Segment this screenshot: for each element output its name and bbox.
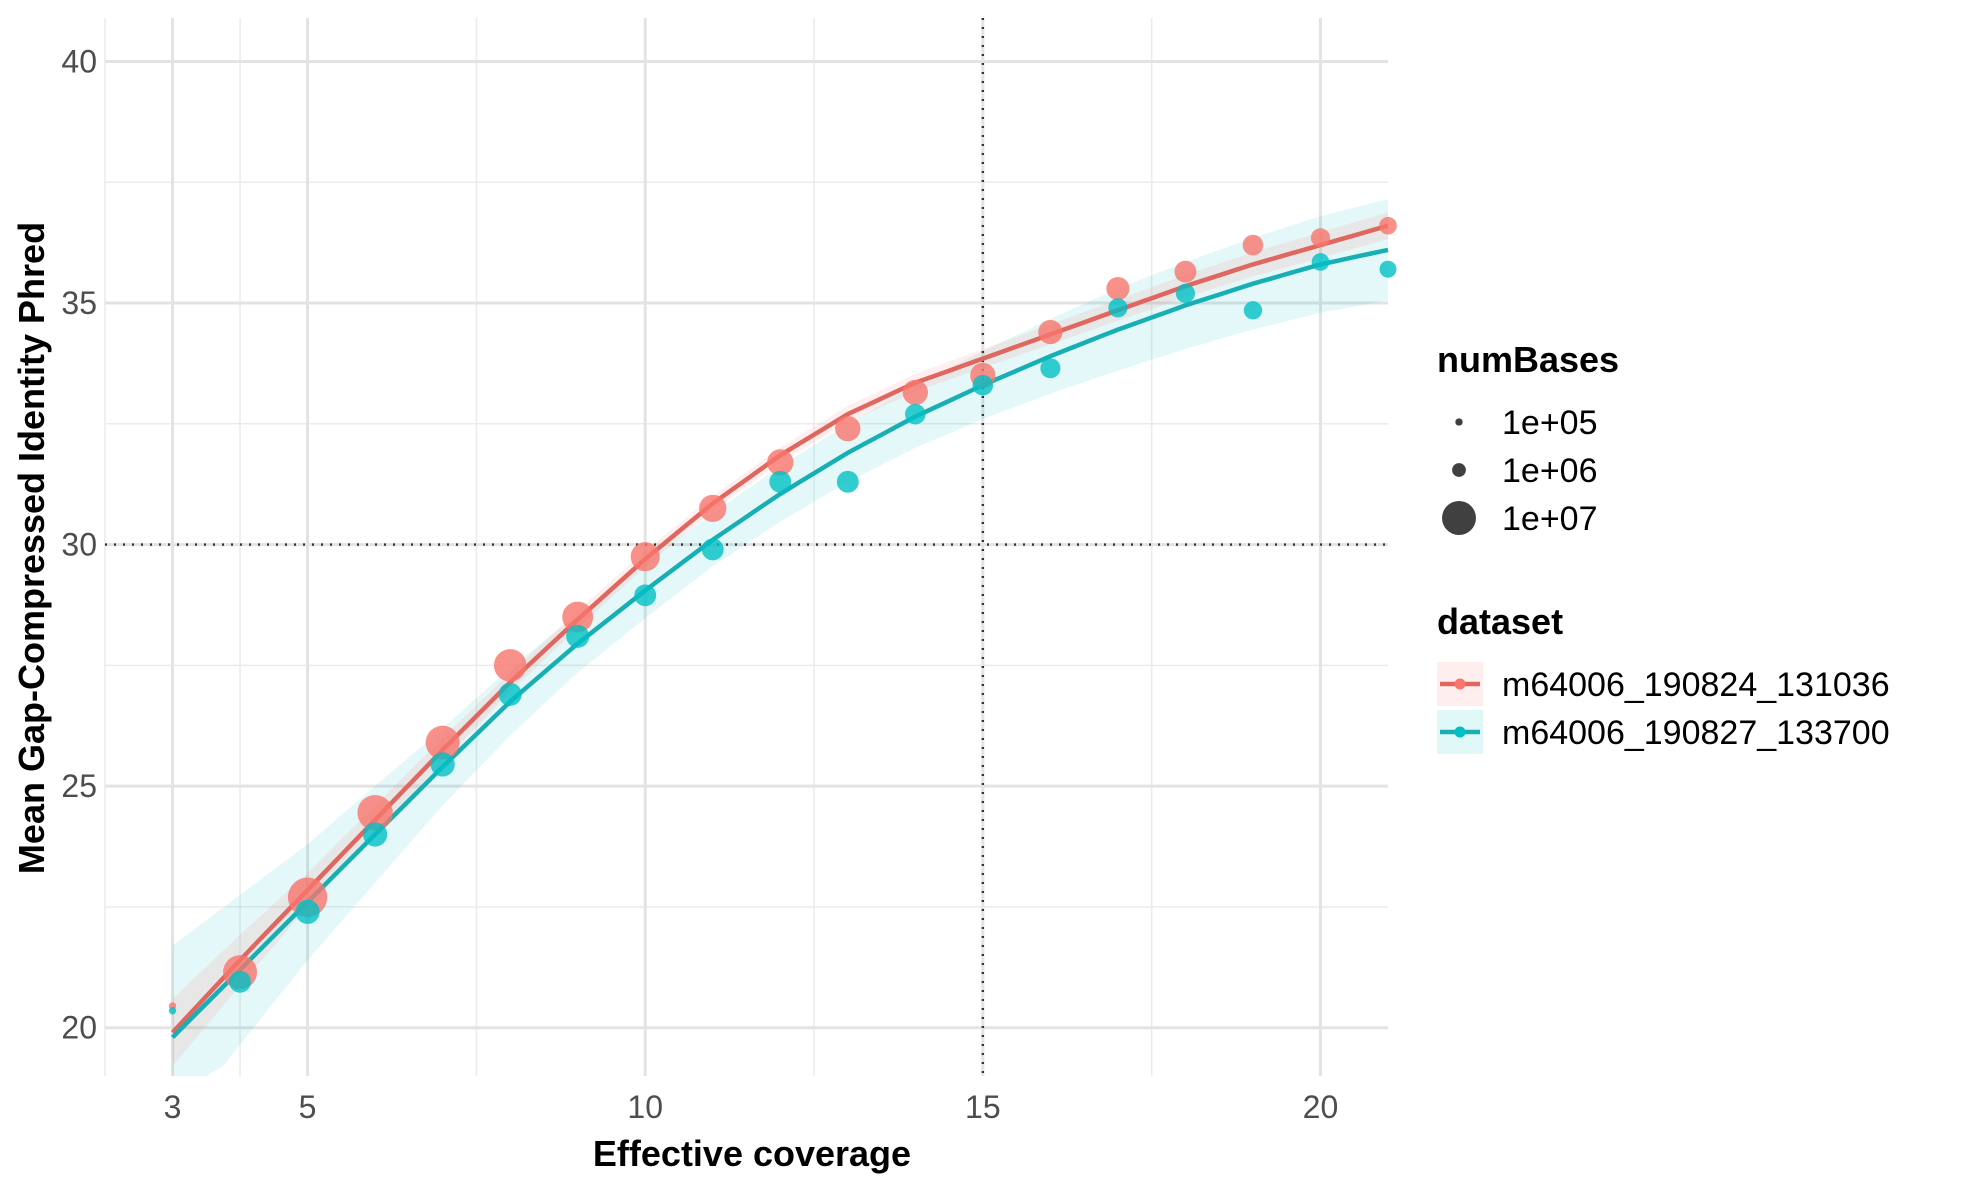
size-legend-key: [1442, 501, 1476, 535]
fit-line-m64006_190824_131036: [170, 223, 1389, 1035]
data-point-m64006_190824_131036: [1038, 319, 1063, 345]
data-point-m64006_190824_131036: [767, 449, 794, 476]
data-point-m64006_190827_133700: [362, 822, 388, 847]
data-point-m64006_190827_133700: [1040, 358, 1061, 379]
color-legend-point-key: [1454, 678, 1466, 690]
size-legend-label: 1e+07: [1502, 500, 1598, 538]
y-tick-label: 25: [61, 768, 97, 804]
x-tick-label: 10: [627, 1089, 663, 1125]
size-legend-key: [1452, 463, 1466, 477]
confidence-bands: [172, 199, 1388, 1076]
data-point-m64006_190827_133700: [229, 970, 252, 993]
size-legend-label: 1e+05: [1502, 404, 1598, 442]
color-legend-label: m64006_190824_131036: [1502, 666, 1890, 704]
data-point-m64006_190827_133700: [168, 1007, 177, 1015]
data-point-m64006_190824_131036: [835, 415, 861, 442]
data-point-m64006_190827_133700: [1108, 298, 1128, 318]
data-point-m64006_190824_131036: [699, 494, 727, 523]
data-point-m64006_190824_131036: [493, 649, 527, 682]
data-point-m64006_190827_133700: [836, 470, 859, 493]
y-tick-label: 35: [61, 285, 97, 321]
x-axis-title: Effective coverage: [593, 1133, 911, 1174]
data-point-m64006_190824_131036: [1106, 276, 1130, 301]
size-legend-key: [1455, 418, 1463, 426]
data-point-m64006_190827_133700: [1175, 283, 1196, 303]
data-points: [168, 216, 1397, 1015]
color-legend-point-key: [1454, 726, 1466, 738]
color-legend-title: dataset: [1437, 601, 1563, 642]
data-point-m64006_190824_131036: [425, 725, 460, 760]
y-tick-label: 40: [61, 43, 97, 79]
data-point-m64006_190824_131036: [1242, 234, 1264, 256]
data-point-m64006_190824_131036: [357, 794, 393, 831]
data-point-m64006_190827_133700: [634, 584, 657, 607]
data-point-m64006_190827_133700: [1243, 301, 1263, 320]
size-legend: numBases 1e+05 1e+06 1e+07: [1437, 339, 1619, 538]
y-axis-title: Mean Gap-Compressed Identity Phred: [11, 222, 52, 874]
color-legend-label: m64006_190827_133700: [1502, 714, 1890, 752]
data-point-m64006_190827_133700: [498, 682, 522, 706]
x-tick-label: 3: [164, 1089, 182, 1125]
data-point-m64006_190827_133700: [566, 624, 590, 648]
data-point-m64006_190827_133700: [701, 538, 724, 561]
data-point-m64006_190827_133700: [1311, 253, 1330, 271]
x-axis-ticks: 3 5 10 15 20: [164, 1089, 1339, 1125]
x-tick-label: 5: [299, 1089, 317, 1125]
data-point-m64006_190827_133700: [905, 403, 926, 425]
major-gridlines: [105, 18, 1388, 1076]
data-point-m64006_190824_131036: [1174, 260, 1197, 283]
data-point-m64006_190824_131036: [562, 601, 594, 633]
size-legend-label: 1e+06: [1502, 452, 1598, 490]
fit-lines: [170, 223, 1389, 1039]
x-tick-label: 20: [1303, 1089, 1339, 1125]
data-point-m64006_190824_131036: [1379, 216, 1397, 235]
data-point-m64006_190827_133700: [295, 899, 320, 924]
confidence-band-m64006_190827_133700: [172, 199, 1388, 1076]
y-axis-ticks: 20 25 30 35 40: [61, 43, 97, 1045]
data-point-m64006_190827_133700: [769, 470, 792, 493]
color-legend: dataset m64006_190824_131036 m64006_19082…: [1437, 601, 1890, 754]
x-tick-label: 15: [965, 1089, 1001, 1125]
data-point-m64006_190824_131036: [630, 542, 660, 572]
data-point-m64006_190824_131036: [902, 379, 928, 406]
data-point-m64006_190824_131036: [1310, 228, 1331, 248]
data-point-m64006_190827_133700: [972, 374, 994, 396]
data-point-m64006_190827_133700: [1379, 260, 1397, 278]
y-tick-label: 30: [61, 527, 97, 563]
y-tick-label: 20: [61, 1010, 97, 1046]
fit-line-m64006_190827_133700: [170, 247, 1389, 1039]
size-legend-title: numBases: [1437, 339, 1619, 380]
data-point-m64006_190827_133700: [430, 752, 455, 777]
